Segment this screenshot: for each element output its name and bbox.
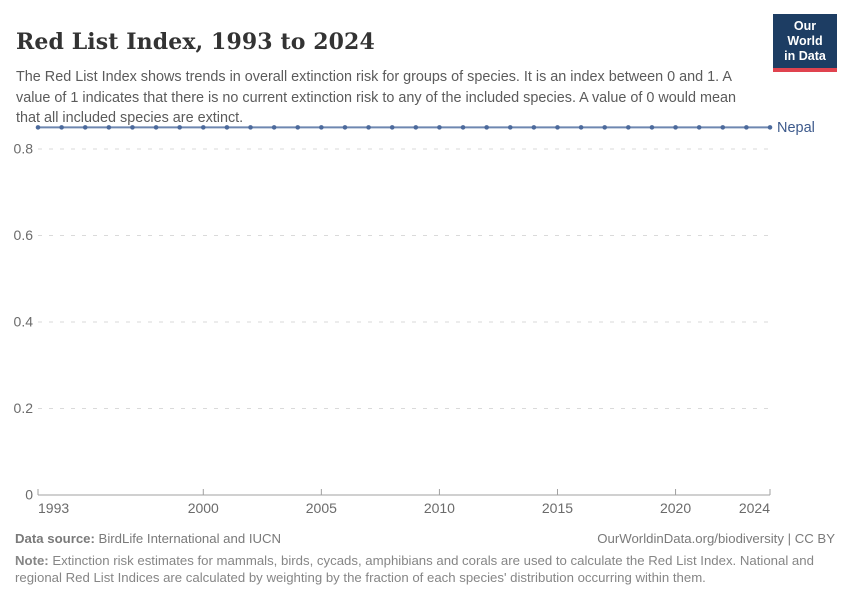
y-axis-labels: 0 0.2 0.4 0.6 0.8 (14, 141, 34, 503)
data-point[interactable] (626, 125, 631, 130)
data-point[interactable] (531, 125, 537, 130)
note-label: Note: (15, 552, 49, 568)
data-point[interactable] (602, 125, 608, 130)
x-tick-label: 2005 (306, 500, 337, 516)
data-point[interactable] (389, 125, 395, 130)
data-point[interactable] (744, 125, 749, 130)
data-point[interactable] (555, 125, 560, 130)
data-point[interactable] (342, 125, 348, 130)
data-point[interactable] (295, 125, 301, 130)
data-point[interactable] (319, 125, 324, 130)
data-source-label: Data source: (15, 531, 95, 546)
x-tick-label: 2000 (188, 500, 219, 516)
page-title: Red List Index, 1993 to 2024 (16, 28, 375, 55)
owid-logo-line1: Our World (787, 19, 823, 48)
y-tick-label: 0 (25, 487, 33, 503)
data-point[interactable] (271, 125, 277, 130)
data-point[interactable] (673, 125, 678, 130)
data-point[interactable] (413, 125, 419, 130)
y-tick-label: 0.4 (14, 314, 34, 330)
y-tick-label: 0.8 (14, 141, 34, 157)
data-point[interactable] (696, 125, 702, 130)
owid-link[interactable]: OurWorldinData.org/biodiversity | CC BY (597, 531, 835, 546)
data-point[interactable] (35, 125, 41, 130)
chart-footer: Data source: BirdLife International and … (15, 530, 835, 587)
data-point[interactable] (720, 125, 726, 130)
y-tick-label: 0.6 (14, 227, 34, 243)
x-tick-label: 2020 (660, 500, 691, 516)
data-point[interactable] (649, 125, 655, 130)
data-point[interactable] (177, 125, 182, 130)
x-tick-label: 2015 (542, 500, 573, 516)
entity-label[interactable]: Nepal (777, 120, 815, 136)
chart-subtitle: The Red List Index shows trends in overa… (16, 69, 736, 127)
data-point[interactable] (153, 125, 159, 130)
data-point[interactable] (484, 125, 489, 130)
owid-logo: Our World in Data (773, 14, 837, 72)
x-axis (37, 489, 771, 496)
owid-logo-line2: in Data (784, 49, 826, 63)
data-source-value: BirdLife International and IUCN (94, 531, 282, 546)
data-point[interactable] (224, 125, 230, 130)
data-point[interactable] (59, 125, 64, 130)
data-point[interactable] (578, 125, 584, 130)
data-point[interactable] (82, 125, 88, 130)
data-point[interactable] (460, 125, 466, 130)
data-point[interactable] (437, 125, 442, 130)
x-tick-label: 2024 (739, 500, 770, 516)
x-axis-labels: 1993 2000 2005 2010 2015 2020 2024 (38, 500, 770, 516)
data-point[interactable] (507, 125, 513, 130)
data-point[interactable] (366, 125, 371, 130)
y-tick-label: 0.2 (14, 400, 34, 416)
data-point[interactable] (248, 125, 253, 130)
gridlines (38, 148, 772, 409)
note-value: Extinction risk estimates for mammals, b… (15, 552, 814, 586)
chart-note: Note: Extinction risk estimates for mamm… (15, 552, 821, 587)
data-point[interactable] (106, 125, 112, 130)
data-point[interactable] (130, 125, 135, 130)
data-point[interactable] (200, 125, 206, 130)
x-tick-label: 1993 (38, 500, 69, 516)
data-source: Data source: BirdLife International and … (15, 530, 281, 548)
data-point[interactable] (767, 125, 773, 130)
series-nepal[interactable]: Nepal (35, 120, 815, 136)
x-tick-label: 2010 (424, 500, 455, 516)
